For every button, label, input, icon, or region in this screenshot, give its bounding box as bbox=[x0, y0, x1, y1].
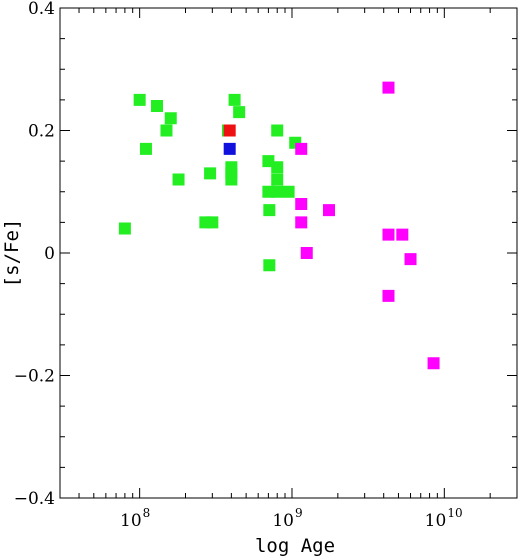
data-point bbox=[271, 124, 284, 137]
data-point bbox=[172, 173, 185, 186]
data-point bbox=[151, 100, 164, 112]
data-point bbox=[295, 198, 308, 210]
data-point bbox=[164, 112, 177, 125]
data-point bbox=[160, 124, 173, 137]
data-point bbox=[271, 161, 284, 174]
x-tick-label: 10 8 bbox=[120, 506, 150, 531]
data-point bbox=[396, 228, 409, 241]
data-points bbox=[118, 81, 440, 370]
plot-frame bbox=[59, 7, 518, 499]
axis-ticks bbox=[59, 7, 518, 499]
data-point bbox=[295, 142, 308, 155]
y-tick-label: 0.4 bbox=[28, 0, 55, 19]
data-point bbox=[382, 81, 395, 94]
data-point bbox=[271, 185, 284, 198]
y-tick-label: −0.4 bbox=[14, 489, 55, 509]
data-point bbox=[382, 289, 395, 302]
tick-labels: 10 8 10 9 10 10−0.4−0.200.20.4 bbox=[14, 0, 463, 531]
data-point bbox=[225, 161, 238, 174]
data-point bbox=[404, 253, 417, 266]
y-tick-label: −0.2 bbox=[14, 367, 55, 387]
x-axis-title: log Age bbox=[255, 535, 335, 557]
x-tick-label-exponent: 10 bbox=[447, 506, 462, 520]
data-point bbox=[282, 185, 295, 198]
data-point bbox=[427, 357, 440, 370]
data-point bbox=[118, 222, 131, 235]
x-tick-label-base: 10 bbox=[120, 511, 142, 531]
y-axis-title: [s/Fe] bbox=[1, 219, 23, 288]
data-point bbox=[233, 106, 246, 119]
data-point bbox=[271, 173, 284, 186]
data-point bbox=[228, 93, 241, 106]
x-tick-label-base: 10 bbox=[272, 511, 294, 531]
data-point bbox=[204, 167, 217, 180]
x-tick-label-base: 10 bbox=[425, 511, 447, 531]
data-point bbox=[223, 142, 236, 155]
x-tick-label-exponent: 8 bbox=[143, 506, 151, 520]
x-tick-label: 10 10 bbox=[425, 506, 463, 531]
data-point bbox=[139, 142, 152, 155]
x-tick-label: 10 9 bbox=[272, 506, 302, 531]
data-point bbox=[295, 216, 308, 229]
y-tick-label: 0.2 bbox=[28, 122, 55, 142]
data-point bbox=[263, 259, 276, 272]
data-point bbox=[323, 204, 336, 217]
data-point bbox=[263, 204, 276, 217]
data-point bbox=[300, 247, 313, 259]
data-point bbox=[223, 124, 236, 137]
y-tick-label: 0 bbox=[44, 244, 55, 264]
data-point bbox=[206, 216, 219, 229]
data-point bbox=[382, 228, 395, 241]
x-tick-label-exponent: 9 bbox=[295, 506, 303, 520]
data-point bbox=[133, 93, 146, 106]
